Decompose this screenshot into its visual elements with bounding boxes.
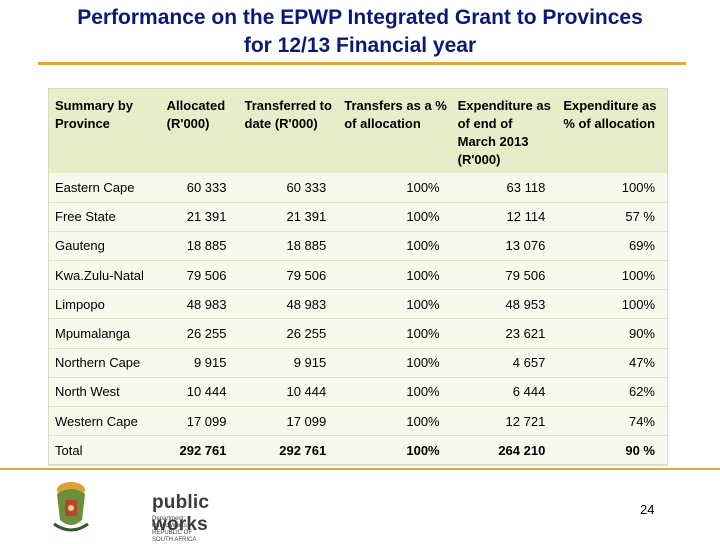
title-underline — [38, 62, 686, 65]
cell-transfer-pct: 100% — [338, 260, 452, 291]
cell-transfer-pct: 100% — [338, 348, 452, 378]
cell-expenditure-pct: 100% — [557, 289, 667, 320]
slide-title: Performance on the EPWP Integrated Grant… — [0, 4, 720, 60]
total-expenditure-pct: 90 % — [557, 435, 667, 466]
total-expenditure: 264 210 — [451, 435, 558, 466]
slide-footer: public works Department: Public Works RE… — [0, 472, 720, 543]
cell-allocated: 10 444 — [160, 377, 239, 408]
cell-province: Free State — [49, 202, 161, 232]
cell-expenditure-pct: 57 % — [557, 202, 667, 232]
table-row: Gauteng 18 885 18 885 100% 13 076 69% — [49, 231, 667, 262]
cell-transfer-pct: 100% — [338, 406, 452, 437]
header-transfer-pct: Transfers as a % of allocation — [338, 89, 452, 173]
cell-transferred: 26 255 — [238, 318, 339, 349]
header-transferred: Transferred to date (R'000) — [238, 89, 339, 173]
table-row: Western Cape 17 099 17 099 100% 12 721 7… — [49, 406, 667, 437]
cell-expenditure: 12 721 — [451, 406, 558, 437]
page-number: 24 — [640, 502, 655, 517]
cell-expenditure-pct: 100% — [557, 173, 667, 203]
cell-province: Eastern Cape — [49, 173, 161, 203]
cell-expenditure: 48 953 — [451, 289, 558, 320]
cell-province: Northern Cape — [49, 348, 161, 378]
cell-transferred: 79 506 — [238, 260, 339, 291]
cell-province: Western Cape — [49, 406, 161, 437]
cell-allocated: 18 885 — [160, 231, 239, 262]
total-row: Total 292 761 292 761 100% 264 210 90 % — [49, 435, 667, 466]
table-row: Free State 21 391 21 391 100% 12 114 57 … — [49, 202, 667, 232]
cell-expenditure: 13 076 — [451, 231, 558, 262]
cell-transferred: 17 099 — [238, 406, 339, 437]
cell-transfer-pct: 100% — [338, 231, 452, 262]
cell-transfer-pct: 100% — [338, 377, 452, 408]
cell-province: Gauteng — [49, 231, 161, 262]
cell-allocated: 17 099 — [160, 406, 239, 437]
cell-allocated: 9 915 — [160, 348, 239, 378]
cell-province: Limpopo — [49, 289, 161, 320]
table-row: Kwa.Zulu-Natal 79 506 79 506 100% 79 506… — [49, 260, 667, 291]
title-line-2: for 12/13 Financial year — [243, 34, 477, 57]
cell-expenditure: 79 506 — [451, 260, 558, 291]
cell-allocated: 48 983 — [160, 289, 239, 320]
cell-transferred: 48 983 — [238, 289, 339, 320]
table-row: North West 10 444 10 444 100% 6 444 62% — [49, 377, 667, 408]
cell-province: Kwa.Zulu-Natal — [49, 260, 161, 291]
cell-allocated: 60 333 — [160, 173, 239, 203]
public-works-logo: public works Department: Public Works RE… — [48, 480, 210, 543]
grant-performance-table: Summary by Province Allocated (R'000) Tr… — [48, 88, 668, 466]
coat-of-arms-icon — [53, 482, 89, 532]
table-row: Mpumalanga 26 255 26 255 100% 23 621 90% — [49, 318, 667, 349]
cell-transfer-pct: 100% — [338, 289, 452, 320]
cell-expenditure-pct: 100% — [557, 260, 667, 291]
cell-transferred: 60 333 — [238, 173, 339, 203]
cell-province: Mpumalanga — [49, 318, 161, 349]
cell-expenditure-pct: 90% — [557, 318, 667, 349]
footer-divider — [0, 468, 720, 470]
cell-expenditure: 6 444 — [451, 377, 558, 408]
cell-expenditure: 12 114 — [451, 202, 558, 232]
title-line-1: Performance on the EPWP Integrated Grant… — [77, 6, 643, 29]
cell-allocated: 21 391 — [160, 202, 239, 232]
cell-transferred: 9 915 — [238, 348, 339, 378]
table-row: Limpopo 48 983 48 983 100% 48 953 100% — [49, 289, 667, 320]
cell-transfer-pct: 100% — [338, 202, 452, 232]
cell-expenditure-pct: 74% — [557, 406, 667, 437]
header-row: Summary by Province Allocated (R'000) Tr… — [49, 89, 667, 173]
header-expenditure-pct: Expenditure as % of allocation — [557, 89, 667, 173]
cell-expenditure: 23 621 — [451, 318, 558, 349]
cell-expenditure-pct: 47% — [557, 348, 667, 378]
total-allocated: 292 761 — [160, 435, 239, 466]
total-transferred: 292 761 — [238, 435, 339, 466]
table-row: Eastern Cape 60 333 60 333 100% 63 118 1… — [49, 173, 667, 203]
cell-expenditure: 63 118 — [451, 173, 558, 203]
cell-transfer-pct: 100% — [338, 318, 452, 349]
cell-expenditure-pct: 69% — [557, 231, 667, 262]
total-label: Total — [49, 435, 161, 466]
header-allocated: Allocated (R'000) — [160, 89, 239, 173]
cell-transferred: 10 444 — [238, 377, 339, 408]
table-row: Northern Cape 9 915 9 915 100% 4 657 47% — [49, 348, 667, 378]
total-transfer-pct: 100% — [338, 435, 452, 466]
header-province: Summary by Province — [49, 89, 161, 173]
cell-province: North West — [49, 377, 161, 408]
cell-transfer-pct: 100% — [338, 173, 452, 203]
cell-allocated: 79 506 — [160, 260, 239, 291]
header-expenditure: Expenditure as of end of March 2013 (R'0… — [451, 89, 558, 173]
cell-expenditure-pct: 62% — [557, 377, 667, 408]
cell-transferred: 18 885 — [238, 231, 339, 262]
cell-allocated: 26 255 — [160, 318, 239, 349]
cell-expenditure: 4 657 — [451, 348, 558, 378]
cell-transferred: 21 391 — [238, 202, 339, 232]
brand-name: public works — [152, 492, 210, 535]
data-table: Summary by Province Allocated (R'000) Tr… — [49, 89, 667, 466]
